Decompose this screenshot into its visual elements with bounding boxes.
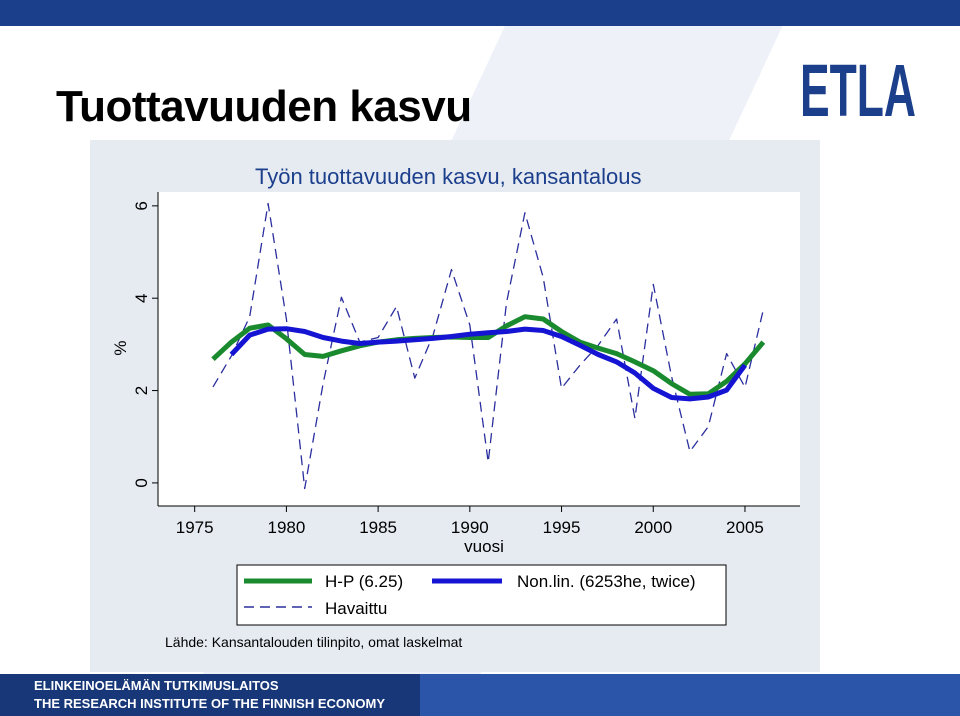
legend-label-hp: H-P (6.25) xyxy=(325,572,403,591)
series-line-havaittu xyxy=(212,202,764,490)
y-tick-label: 0 xyxy=(132,478,151,487)
x-tick-label: 1980 xyxy=(267,518,305,537)
x-tick-label: 1985 xyxy=(359,518,397,537)
etla-logo: ETLA xyxy=(800,54,916,126)
plot-area xyxy=(158,192,800,506)
x-tick-label: 1990 xyxy=(451,518,489,537)
chart-title: Työn tuottavuuden kasvu, kansantalous xyxy=(255,164,641,189)
x-tick-label: 2005 xyxy=(726,518,764,537)
legend-label-nonlin: Non.lin. (6253he, twice) xyxy=(517,572,696,591)
footer-bar: ELINKEINOELÄMÄN TUTKIMUSLAITOS THE RESEA… xyxy=(0,674,960,716)
legend-label-havaittu: Havaittu xyxy=(325,599,387,618)
top-bar xyxy=(0,0,960,26)
series-line-hp xyxy=(211,314,766,397)
x-axis: 1975 1980 1985 1990 1995 2000 2005 xyxy=(158,505,800,537)
footer-institute-en: THE RESEARCH INSTITUTE OF THE FINNISH EC… xyxy=(34,696,386,711)
x-tick-label: 2000 xyxy=(634,518,672,537)
series-layer xyxy=(211,202,766,490)
x-tick-label: 1975 xyxy=(176,518,214,537)
y-axis-label: % xyxy=(111,340,130,355)
x-axis-label: vuosi xyxy=(464,537,504,556)
x-tick-label: 1995 xyxy=(543,518,581,537)
footer-right-panel xyxy=(420,674,960,716)
footer-institute-fi: ELINKEINOELÄMÄN TUTKIMUSLAITOS xyxy=(34,678,279,693)
legend-box xyxy=(236,564,727,626)
footer-left-panel xyxy=(0,674,420,716)
y-tick-label: 4 xyxy=(132,293,151,302)
logo-text: ETLA xyxy=(800,54,916,126)
y-tick-label: 6 xyxy=(132,201,151,210)
slide-title: Tuottavuuden kasvu xyxy=(56,82,472,131)
source-note: Lähde: Kansantalouden tilinpito, omat la… xyxy=(165,634,463,650)
y-axis: 0 2 4 6 xyxy=(132,192,159,506)
y-tick-label: 2 xyxy=(132,386,151,395)
series-line-nonlin xyxy=(229,326,748,402)
legend: H-P (6.25) Havaittu Non.lin. (6253he, tw… xyxy=(236,564,727,626)
